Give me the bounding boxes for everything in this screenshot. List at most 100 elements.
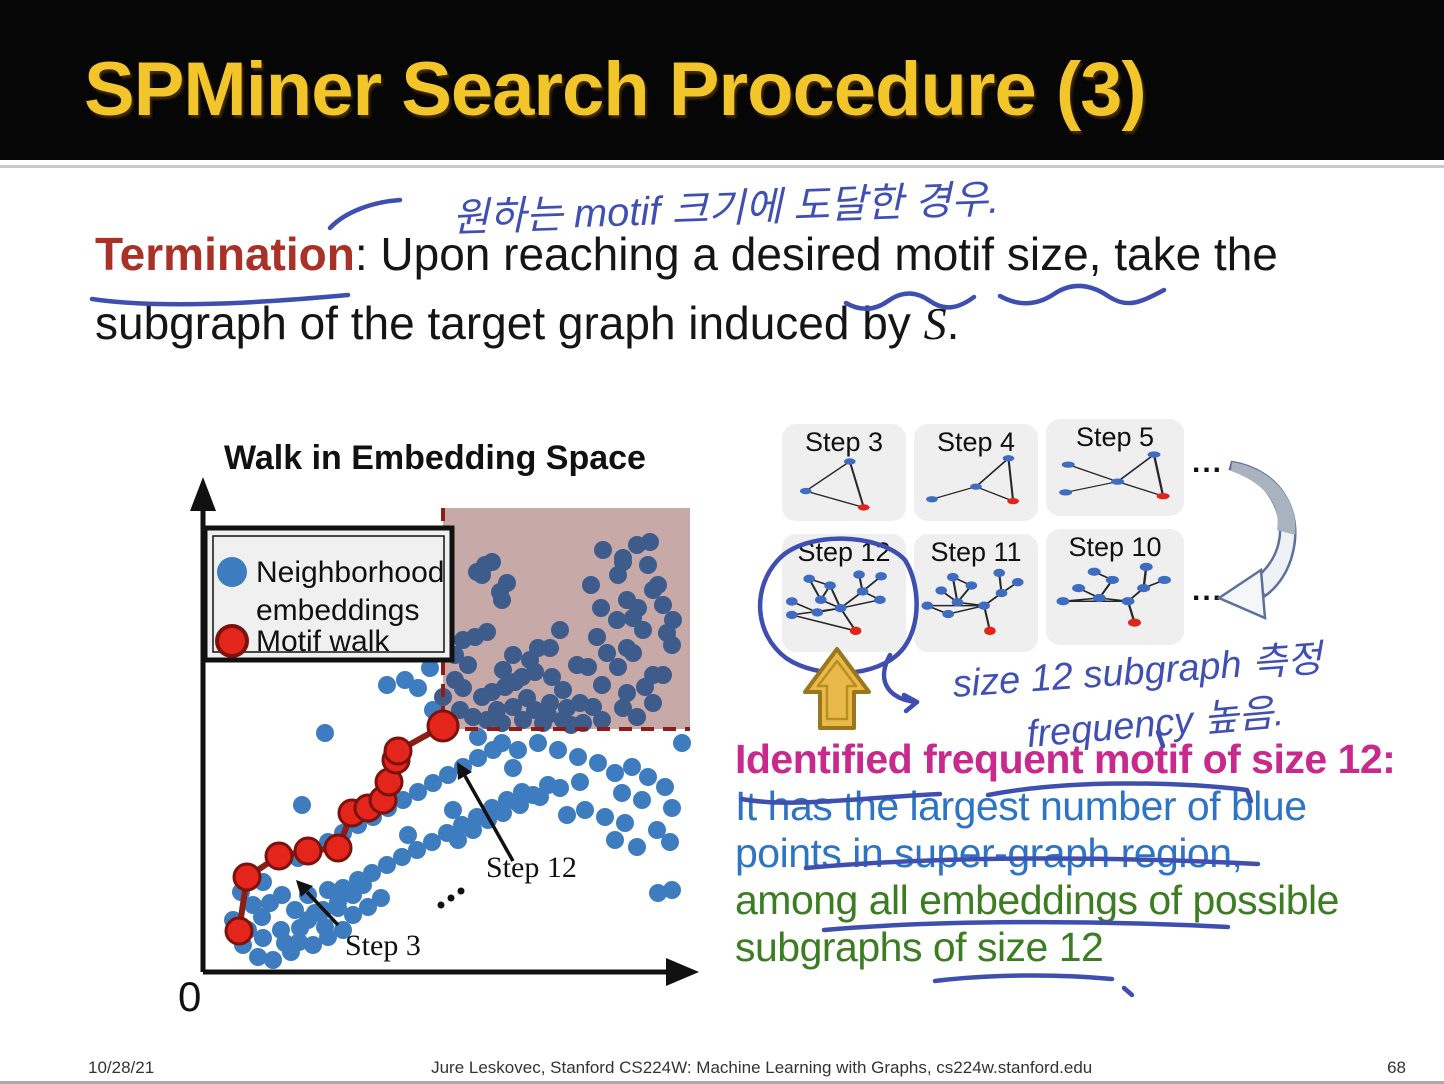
legend-label-neighborhood: Neighborhood (256, 556, 444, 589)
identified-green-line1: among all embeddings of possible (735, 877, 1339, 923)
neighborhood-embedding-point (439, 766, 457, 784)
neighborhood-embedding-point (594, 541, 612, 559)
annotation-arrow (305, 890, 340, 927)
neighborhood-embedding-point (514, 711, 532, 729)
graph-node-blue (1092, 593, 1106, 603)
neighborhood-embedding-point (628, 708, 646, 726)
sentence-period: . (946, 297, 960, 349)
annotation-arrowhead-icon (296, 880, 313, 897)
neighborhood-embedding-point (493, 734, 511, 752)
identified-headline: Identified frequent motif of size 12: (735, 736, 1396, 782)
graph-node-blue (947, 572, 959, 582)
step-card-label: Step 5 (1075, 422, 1155, 452)
identified-motif-block: Identified frequent motif of size 12: It… (735, 736, 1396, 971)
step-graph-4 (926, 455, 1019, 505)
graph-node-blue (978, 601, 990, 610)
neighborhood-embedding-point (541, 639, 559, 657)
walk-ellipsis-dot (437, 901, 445, 909)
graph-edge (804, 461, 851, 492)
graph-node-blue (993, 568, 1005, 578)
graph-node-blue (970, 483, 982, 490)
neighborhood-embedding-point (468, 563, 486, 581)
neighborhood-embedding-point (606, 831, 624, 849)
step-card-3: Step 3 (782, 424, 906, 521)
graph-node-blue (1139, 562, 1153, 571)
neighborhood-embedding-point (549, 741, 567, 759)
neighborhood-embedding-point (633, 791, 651, 809)
chart-canvas: Walk in Embedding Space 0 Neighborhood embe… (178, 439, 699, 1020)
graph-node-blue (1002, 455, 1015, 462)
neighborhood-embedding-point (344, 906, 362, 924)
neighborhood-embedding-point (664, 611, 682, 629)
step-card-label: Step 11 (930, 537, 1022, 567)
graph-node-blue (1061, 461, 1075, 468)
motif-walk-point (232, 862, 262, 892)
graph-node-blue (942, 609, 954, 619)
neighborhood-embedding-point (641, 533, 659, 551)
identified-green-line2: subgraphs of size 12 (735, 924, 1104, 970)
neighborhood-embedding-point (558, 806, 576, 824)
neighborhood-embedding-point (459, 656, 477, 674)
graph-node-blue (874, 595, 886, 604)
neighborhood-embedding-point (592, 599, 610, 617)
step-graph-5 (1059, 451, 1170, 500)
neighborhood-embedding-point (359, 898, 377, 916)
neighborhood-embedding-point (506, 673, 524, 691)
neighborhood-embedding-point (504, 759, 522, 777)
graph-node-blue (1147, 451, 1161, 458)
pen-underline-green (932, 973, 1115, 984)
termination-sentence: Termination: Upon reaching a desired mot… (95, 220, 1375, 358)
neighborhood-embedding-point (606, 764, 624, 782)
neighborhood-embedding-point (654, 596, 672, 614)
neighborhood-embedding-point (504, 698, 522, 716)
graph-node-blue (965, 581, 978, 590)
neighborhood-embedding-point (649, 576, 667, 594)
graph-node-blue (935, 586, 947, 595)
neighborhood-embedding-point (446, 671, 464, 689)
graph-edge (951, 577, 959, 603)
graph-node-blue (1111, 478, 1125, 485)
annotation-arrow (463, 775, 515, 862)
legend-inner-border (212, 535, 445, 653)
neighborhood-embedding-point (584, 698, 602, 716)
neighborhood-embedding-point (543, 668, 561, 686)
graph-edge (1065, 481, 1119, 493)
neighborhood-embedding-point (628, 838, 646, 856)
neighborhood-embedding-point (673, 734, 691, 752)
graph-edge (947, 604, 985, 615)
neighborhood-embedding-point (614, 549, 632, 567)
step-card-label: Step 10 (1068, 532, 1162, 562)
graph-edge (975, 486, 1014, 502)
neighborhood-embedding-point (469, 728, 487, 746)
neighborhood-embedding-point (539, 776, 557, 794)
neighborhood-embedding-point (282, 943, 300, 961)
graph-node-blue (786, 610, 798, 620)
legend-blue-dot-icon (217, 557, 247, 587)
neighborhood-embedding-point (618, 639, 636, 657)
neighborhood-embedding-point (576, 801, 594, 819)
neighborhood-embedding-point (372, 889, 390, 907)
neighborhood-embedding-point (316, 724, 334, 742)
motif-walk-point (224, 916, 254, 946)
legend-label-embeddings: embeddings (256, 594, 419, 627)
embedding-walk-chart: Walk in Embedding Space 0 Neighborhood embe… (158, 425, 718, 1025)
neighborhood-embedding-point (608, 611, 626, 629)
neighborhood-embedding-point (639, 768, 657, 786)
neighborhood-embedding-point (582, 576, 600, 594)
graph-node-blue (844, 458, 856, 465)
neighborhood-embedding-point (334, 921, 352, 939)
ellipsis-bottom-row: ... (1192, 574, 1224, 607)
graph-node-blue (1137, 584, 1151, 593)
neighborhood-embedding-point (424, 774, 442, 792)
neighborhood-embedding-point (378, 676, 396, 694)
neighborhood-embedding-point (654, 666, 672, 684)
graph-node-blue (1121, 597, 1135, 606)
graph-edge (805, 490, 865, 508)
neighborhood-embedding-point (286, 901, 304, 919)
graph-node-blue (1011, 577, 1024, 587)
neighborhood-embedding-point (656, 778, 674, 796)
neighborhood-embedding-point (299, 911, 317, 929)
neighborhood-embedding-point (473, 688, 491, 706)
graph-node-blue (803, 574, 815, 583)
step-card-label: Step 3 (804, 427, 884, 457)
